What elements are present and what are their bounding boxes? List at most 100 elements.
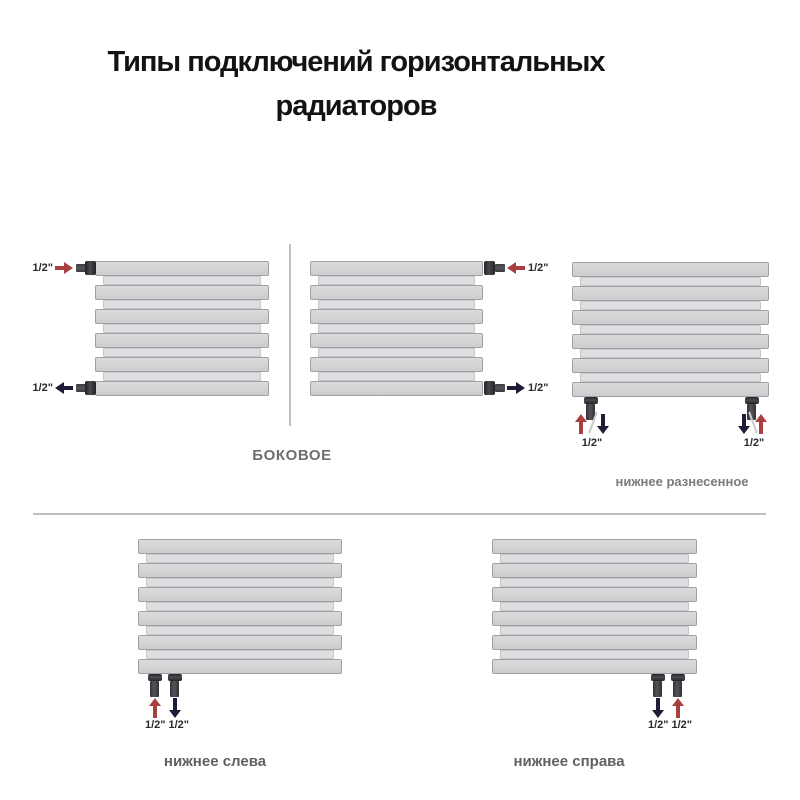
radiator-connector [103, 372, 261, 381]
radiator-slat [138, 659, 342, 674]
pipe-fitting-stem [586, 404, 595, 420]
pipe-fitting-stem [673, 681, 682, 697]
outlet-arrow-icon [507, 382, 525, 394]
radiator-connector [318, 324, 475, 333]
radiator-connector [500, 650, 689, 659]
radiator-connector [580, 373, 761, 382]
radiator-slat [95, 285, 269, 300]
pipe-fitting-nut [148, 674, 162, 681]
pipe-size-label: 1/2" [144, 719, 166, 731]
radiator-slat [492, 611, 697, 626]
pipe-fitting-nut [484, 381, 495, 395]
radiator-slat [572, 334, 769, 349]
pipe-size-label: 1/2" [647, 719, 669, 731]
radiator-slat [572, 382, 769, 397]
radiator-connector [500, 554, 689, 563]
pipe-fitting-stem [495, 264, 505, 272]
radiator-side-right [310, 261, 483, 396]
radiator-bottom-left [138, 539, 342, 674]
pipe-size-label: 1/2" [581, 437, 603, 449]
radiator-slat [95, 357, 269, 372]
pipe-size-labels: 1/2" 1/2" [136, 719, 198, 731]
caption-bottom-left: нижнее слева [163, 753, 267, 770]
radiator-slat [572, 286, 769, 301]
radiator-slat [138, 635, 342, 650]
radiator-bottom-right [492, 539, 697, 674]
horizontal-divider [33, 513, 766, 515]
radiator-slat [310, 381, 483, 396]
pipe-size-label: 1/2" [528, 382, 549, 394]
pipe-size-label: 1/2" [32, 262, 53, 274]
pipe-fitting-nut [745, 397, 759, 404]
radiator-connector [318, 276, 475, 285]
radiator-side-left [95, 261, 269, 396]
pipe-size-label: 1/2" [671, 719, 693, 731]
radiator-connector [318, 300, 475, 309]
caption-bottom-spread: нижнее разнесенное [615, 474, 749, 489]
radiator-slat [138, 563, 342, 578]
radiator-connector [103, 324, 261, 333]
radiator-slat [310, 285, 483, 300]
radiator-connector [580, 349, 761, 358]
radiator-connector [500, 602, 689, 611]
pipe-size-label: 1/2" [528, 262, 549, 274]
vertical-divider [289, 244, 291, 426]
page-title-line2: радиаторов [275, 90, 438, 122]
pipe-size-labels: 1/2" 1/2" [639, 719, 701, 731]
radiator-slat [95, 309, 269, 324]
pipe-size-label: 1/2" [168, 719, 190, 731]
pipe-fitting-stem [747, 404, 756, 420]
outlet-arrow-icon [597, 414, 609, 434]
inlet-arrow-icon [672, 698, 684, 718]
radiator-connector [146, 578, 334, 587]
radiator-slat [492, 635, 697, 650]
page-title: Типы подключений горизонтальных радиатор… [0, 40, 712, 128]
radiator-connector [103, 300, 261, 309]
radiator-slat [310, 357, 483, 372]
inlet-arrow-icon [507, 262, 525, 274]
pipe-fitting-nut [484, 261, 495, 275]
pipe-size-label: 1/2" [32, 382, 53, 394]
inlet-arrow-icon [575, 414, 587, 434]
radiator-slat [572, 358, 769, 373]
radiator-slat [492, 587, 697, 602]
outlet-arrow-icon [169, 698, 181, 718]
pipe-fitting-stem [150, 681, 159, 697]
radiator-connector [146, 650, 334, 659]
radiator-slat [95, 381, 269, 396]
pipe-fitting-nut [85, 261, 96, 275]
radiator-slat [95, 261, 269, 276]
radiator-connector [500, 626, 689, 635]
pipe-fitting-nut [168, 674, 182, 681]
outlet-arrow-icon [738, 414, 750, 434]
radiator-slat [492, 563, 697, 578]
pipe-fitting-stem [495, 384, 505, 392]
pipe-fitting-stem [76, 384, 86, 392]
inlet-arrow-icon [149, 698, 161, 718]
page-title-line1: Типы подключений горизонтальных [107, 46, 605, 78]
radiator-connector [146, 554, 334, 563]
pipe-fitting-nut [651, 674, 665, 681]
radiator-slat [138, 587, 342, 602]
radiator-slat [95, 333, 269, 348]
radiator-connector [500, 578, 689, 587]
radiator-connector [318, 348, 475, 357]
pipe-fitting-stem [653, 681, 662, 697]
pipe-fitting-nut [584, 397, 598, 404]
radiator-connector [146, 626, 334, 635]
radiator-slat [492, 659, 697, 674]
radiator-slat [310, 261, 483, 276]
radiator-slat [138, 539, 342, 554]
radiator-connector [580, 325, 761, 334]
radiator-connector [103, 276, 261, 285]
radiator-slat [310, 309, 483, 324]
radiator-slat [572, 310, 769, 325]
radiator-connector [103, 348, 261, 357]
radiator-connector [580, 277, 761, 286]
radiator-connector [318, 372, 475, 381]
pipe-size-label: 1/2" [743, 437, 765, 449]
radiator-slat [492, 539, 697, 554]
outlet-arrow-icon [55, 382, 73, 394]
pipe-fitting-stem [76, 264, 86, 272]
